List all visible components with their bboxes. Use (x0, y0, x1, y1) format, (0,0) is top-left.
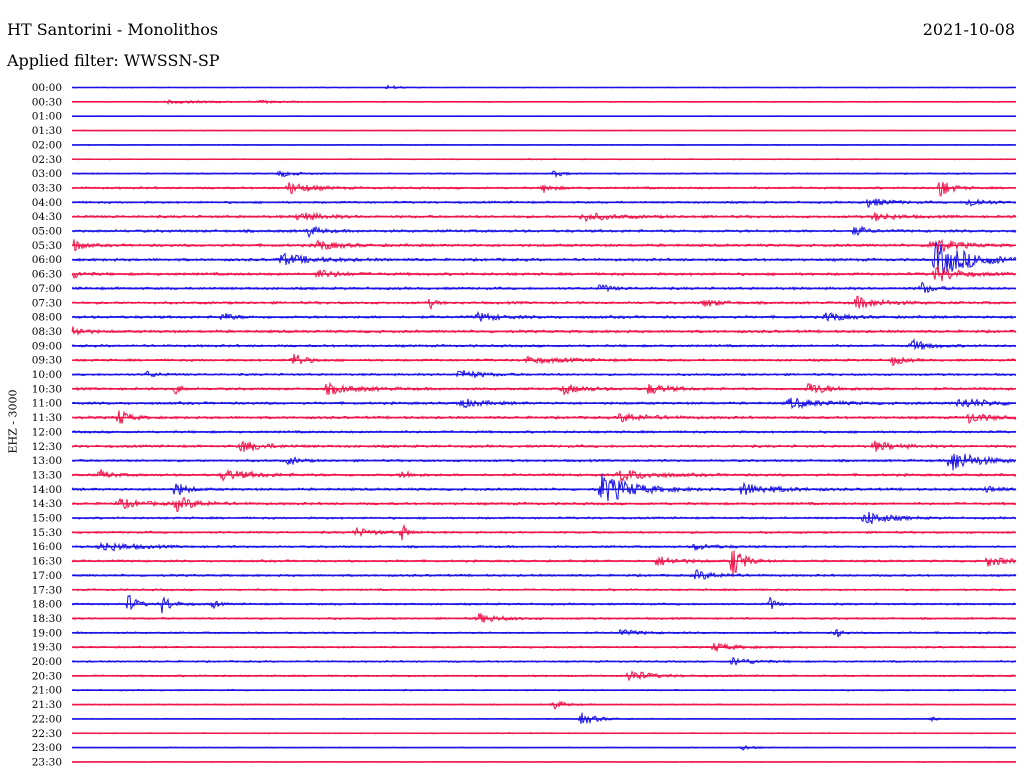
row-time-label: 16:30 (32, 556, 62, 568)
trace-row-1230 (71, 440, 1017, 453)
row-time-label: 05:00 (32, 226, 62, 238)
row-time-label: 13:30 (32, 469, 62, 481)
row-time-label: 11:00 (32, 398, 62, 410)
filter-label: Applied filter: WWSSN-SP (7, 51, 220, 70)
row-time-label: 10:30 (32, 383, 62, 395)
row-time-label: 02:30 (32, 154, 62, 166)
trace-row-0600 (71, 240, 1017, 275)
trace-row-1300 (71, 453, 1017, 471)
row-time-label: 00:00 (32, 82, 62, 94)
row-time-label: 17:30 (32, 584, 62, 596)
row-time-label: 18:00 (32, 599, 62, 611)
row-time-label: 04:00 (32, 197, 62, 209)
row-time-label: 23:30 (32, 756, 62, 768)
trace-row-1630 (71, 550, 1017, 578)
row-time-label: 22:00 (32, 713, 62, 725)
row-time-label: 12:00 (32, 426, 62, 438)
row-time-label: 03:00 (32, 168, 62, 180)
row-time-label: 17:00 (32, 570, 62, 582)
row-time-label: 20:00 (32, 656, 62, 668)
row-time-label: 23:00 (32, 742, 62, 754)
row-time-label: 07:30 (32, 297, 62, 309)
row-time-label: 06:30 (32, 269, 62, 281)
station-title: HT Santorini - Monolithos (7, 20, 219, 39)
row-time-label: 11:30 (32, 412, 62, 424)
row-time-label: 09:00 (32, 340, 62, 352)
row-time-label: 16:00 (32, 541, 62, 553)
row-time-label: 05:30 (32, 240, 62, 252)
row-time-label: 09:30 (32, 355, 62, 367)
trace-row-1430 (71, 496, 1017, 513)
trace-row-1400 (71, 473, 1017, 502)
row-time-label: 08:00 (32, 312, 62, 324)
row-time-label: 02:00 (32, 139, 62, 151)
row-time-label: 15:00 (32, 513, 62, 525)
trace-row-0500 (71, 225, 1017, 239)
record-date: 2021-10-08 (922, 20, 1015, 39)
row-time-label: 04:30 (32, 211, 62, 223)
row-time-label: 01:00 (32, 111, 62, 123)
row-time-label: 13:00 (32, 455, 62, 467)
row-time-label: 15:30 (32, 527, 62, 539)
trace-row-0900 (71, 338, 1017, 351)
row-time-label: 20:30 (32, 670, 62, 682)
row-time-label: 07:00 (32, 283, 62, 295)
row-time-label: 14:00 (32, 484, 62, 496)
row-time-label: 21:00 (32, 685, 62, 697)
row-time-label: 10:00 (32, 369, 62, 381)
row-time-label: 22:30 (32, 728, 62, 740)
row-time-label: 12:30 (32, 441, 62, 453)
trace-row-2130 (71, 700, 1017, 710)
row-time-label: 18:30 (32, 613, 62, 625)
row-time-label: 19:30 (32, 642, 62, 654)
trace-row-0830 (71, 326, 1017, 336)
row-time-label: 01:30 (32, 125, 62, 137)
row-time-label: 03:30 (32, 182, 62, 194)
row-time-label: 06:00 (32, 254, 62, 266)
trace-row-0330 (71, 181, 1017, 197)
row-time-label: 00:30 (32, 96, 62, 108)
row-time-label: 14:30 (32, 498, 62, 510)
row-time-label: 19:00 (32, 627, 62, 639)
row-time-label: 08:30 (32, 326, 62, 338)
trace-row-1700 (71, 568, 1017, 580)
row-time-label: 21:30 (32, 699, 62, 711)
